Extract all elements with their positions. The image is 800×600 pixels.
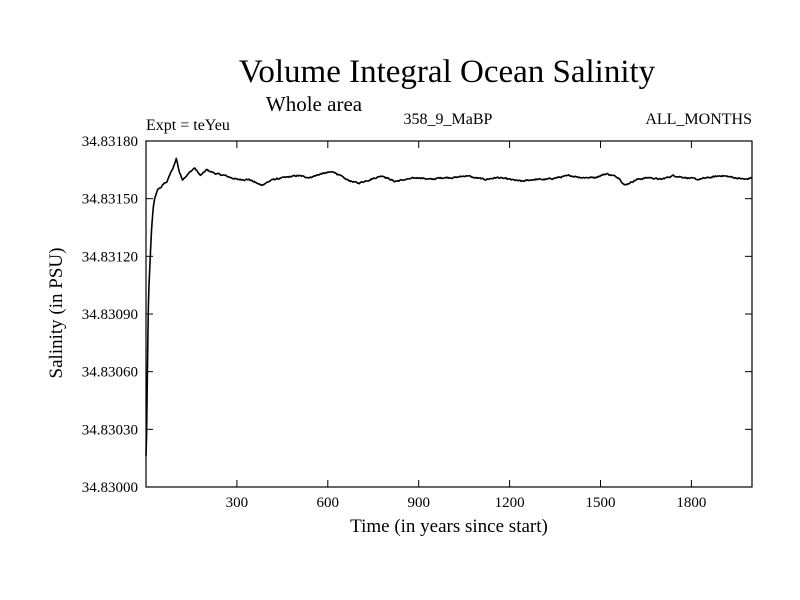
axis-ticks	[146, 140, 752, 488]
y-tick-label: 34.83030	[82, 422, 138, 438]
y-tick-label: 34.83000	[82, 480, 138, 496]
y-tick-labels: 34.83000 34.83030 34.83060 34.83090 34.83120…	[82, 134, 138, 496]
y-tick-label: 34.83180	[82, 134, 138, 150]
chart-subtitle: Whole area	[266, 92, 363, 116]
salinity-series-line	[145, 157, 753, 457]
x-tick-label: 1500	[586, 495, 616, 511]
months-label: ALL_MONTHS	[645, 111, 752, 128]
chart-title: Volume Integral Ocean Salinity	[239, 54, 656, 90]
y-tick-label: 34.83120	[82, 249, 138, 265]
y-tick-label: 34.83060	[82, 365, 138, 381]
x-axis-label: Time (in years since start)	[350, 516, 548, 537]
y-tick-label: 34.83150	[82, 192, 138, 208]
period-label: 358_9_MaBP	[404, 111, 493, 128]
x-tick-label: 900	[407, 495, 430, 511]
y-axis-label: Salinity (in PSU)	[46, 248, 67, 379]
x-tick-label: 1200	[495, 495, 525, 511]
experiment-label: Expt = teYeu	[146, 117, 230, 134]
x-tick-labels: 300 600 900 1200 1500 1800	[226, 495, 707, 511]
x-tick-label: 300	[226, 495, 249, 511]
plot-frame	[145, 140, 753, 488]
x-tick-label: 1800	[676, 495, 706, 511]
x-tick-label: 600	[317, 495, 340, 511]
y-tick-label: 34.83090	[82, 307, 138, 323]
